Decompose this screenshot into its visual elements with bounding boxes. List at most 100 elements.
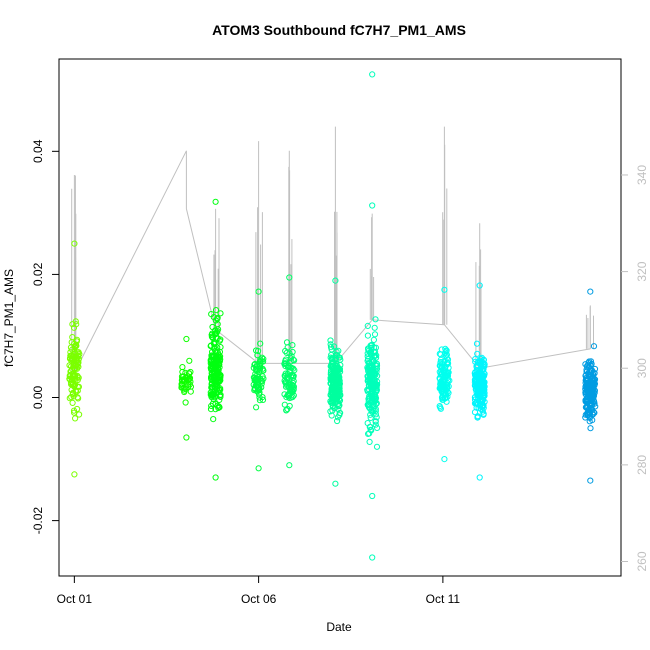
data-point	[72, 318, 79, 325]
data-point	[371, 331, 379, 338]
data-point	[327, 337, 334, 344]
data-point	[69, 346, 76, 353]
data-point	[212, 330, 219, 337]
data-point	[588, 368, 595, 375]
data-point	[212, 198, 219, 205]
data-point	[587, 379, 594, 386]
data-point	[71, 382, 78, 389]
chart-title: ATOM3 Southbound fC7H7_PM1_AMS	[212, 22, 466, 38]
data-point	[217, 385, 224, 392]
data-point	[333, 368, 341, 375]
data-point	[208, 391, 215, 398]
data-point	[442, 365, 449, 372]
data-point	[590, 378, 597, 385]
data-point	[332, 480, 339, 487]
data-point	[329, 355, 336, 363]
data-point	[216, 404, 223, 411]
data-point	[71, 240, 78, 247]
data-point	[590, 343, 598, 350]
data-point	[289, 342, 296, 349]
data-point	[185, 370, 192, 377]
data-point	[478, 378, 485, 385]
data-point	[584, 398, 591, 405]
data-point	[284, 344, 291, 351]
x-axis: Oct 01 Oct 06 Oct 11	[57, 576, 460, 606]
data-point	[583, 405, 591, 412]
data-point	[479, 359, 487, 366]
data-point	[208, 333, 215, 340]
data-point	[68, 339, 75, 346]
data-point	[284, 405, 291, 413]
data-point	[212, 317, 219, 324]
right-tick-label: 340	[635, 165, 649, 185]
data-point	[437, 405, 444, 412]
data-point	[590, 409, 597, 416]
data-point	[210, 340, 218, 347]
data-point	[75, 352, 82, 360]
data-point	[587, 425, 594, 432]
data-point	[286, 462, 293, 469]
data-point	[475, 395, 482, 402]
data-point	[481, 360, 488, 368]
data-point	[371, 324, 378, 331]
data-point	[369, 202, 376, 209]
data-point	[74, 405, 81, 413]
data-point	[439, 381, 447, 388]
data-point	[373, 414, 380, 421]
data-point	[289, 372, 297, 379]
data-point	[257, 356, 264, 363]
data-point	[74, 376, 81, 384]
data-point	[587, 288, 594, 295]
data-point	[481, 398, 488, 405]
data-point	[72, 372, 79, 379]
data-point	[584, 412, 592, 419]
data-point	[374, 372, 381, 379]
data-point	[217, 310, 224, 317]
data-point	[478, 399, 485, 406]
data-point	[332, 396, 339, 403]
data-point	[253, 404, 260, 411]
data-point	[254, 352, 261, 359]
data-point	[181, 376, 188, 383]
data-point	[474, 414, 481, 421]
data-point	[445, 360, 452, 367]
right-tick-label: 300	[635, 358, 649, 378]
data-point	[256, 385, 263, 392]
data-point	[70, 407, 78, 414]
data-point	[212, 381, 219, 388]
data-point	[366, 430, 373, 437]
right-series-line	[73, 150, 591, 374]
data-point	[481, 383, 488, 390]
data-point	[285, 392, 292, 399]
data-point	[442, 349, 449, 356]
data-point	[286, 394, 293, 402]
data-point	[328, 412, 335, 419]
data-point	[209, 400, 216, 407]
data-point	[257, 340, 264, 347]
data-point	[365, 396, 372, 403]
data-point	[364, 332, 371, 339]
data-point	[187, 388, 194, 395]
plot-frame	[58, 58, 622, 577]
data-point	[286, 274, 293, 281]
data-point	[183, 335, 190, 343]
data-point	[214, 321, 221, 328]
data-point	[68, 375, 76, 382]
data-point	[208, 393, 215, 401]
data-point	[187, 378, 194, 385]
data-point	[289, 348, 296, 356]
data-point	[444, 359, 451, 366]
data-point	[373, 443, 381, 450]
data-point	[367, 414, 374, 421]
data-point	[216, 396, 223, 403]
data-point	[441, 286, 448, 293]
data-point	[336, 396, 343, 403]
data-point	[216, 364, 223, 371]
data-point	[480, 404, 487, 412]
data-point	[255, 288, 262, 295]
data-point	[253, 368, 261, 375]
data-point	[210, 369, 218, 376]
data-point	[365, 398, 372, 405]
data-point	[587, 398, 595, 405]
data-point	[68, 352, 75, 359]
